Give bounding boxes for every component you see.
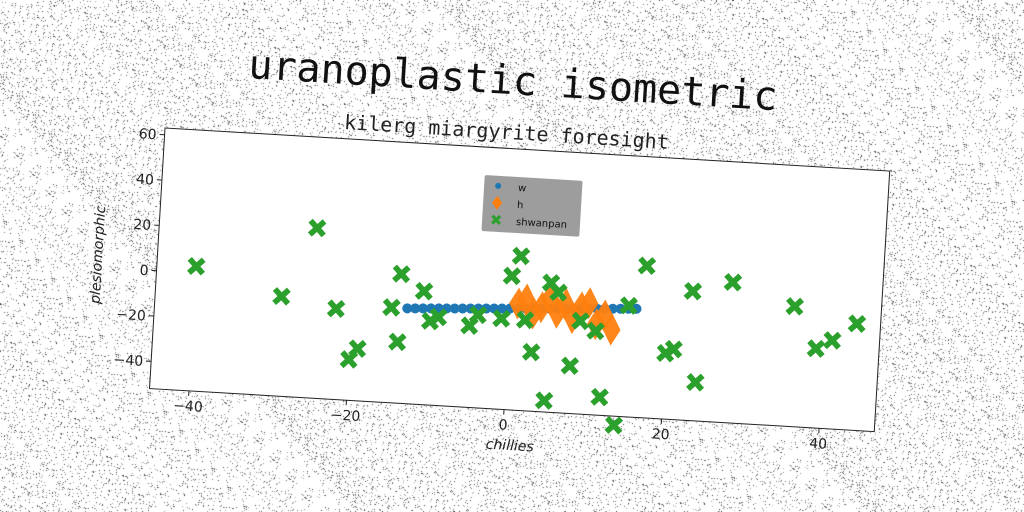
- x-tick-label: −40: [173, 398, 203, 416]
- legend-label-w: w: [518, 183, 527, 194]
- y-tick-label: 0: [139, 263, 149, 280]
- axes-frame: [150, 128, 890, 432]
- x-tick-label: 40: [809, 436, 828, 453]
- y-tick-label: 20: [133, 217, 152, 234]
- legend-label-h: h: [517, 200, 524, 211]
- y-tick-label: −40: [113, 352, 143, 370]
- point-shwanpan: [604, 416, 623, 435]
- y-tick-label: 60: [138, 126, 157, 143]
- y-tick-label: −20: [116, 307, 146, 325]
- x-tick-label: 20: [651, 426, 670, 443]
- x-tick-label: 0: [498, 417, 508, 434]
- plot-area: −40 −20 0 20 40 −40 −20 0 20 40 60 chillies plesio…: [80, 124, 890, 476]
- legend: w h shwanpan: [481, 175, 582, 237]
- x-axis-label: chillies: [485, 437, 534, 456]
- x-tick-label: −20: [330, 407, 360, 425]
- y-tick-label: 40: [136, 172, 155, 189]
- y-axis-label: plesiomorphic: [87, 205, 109, 306]
